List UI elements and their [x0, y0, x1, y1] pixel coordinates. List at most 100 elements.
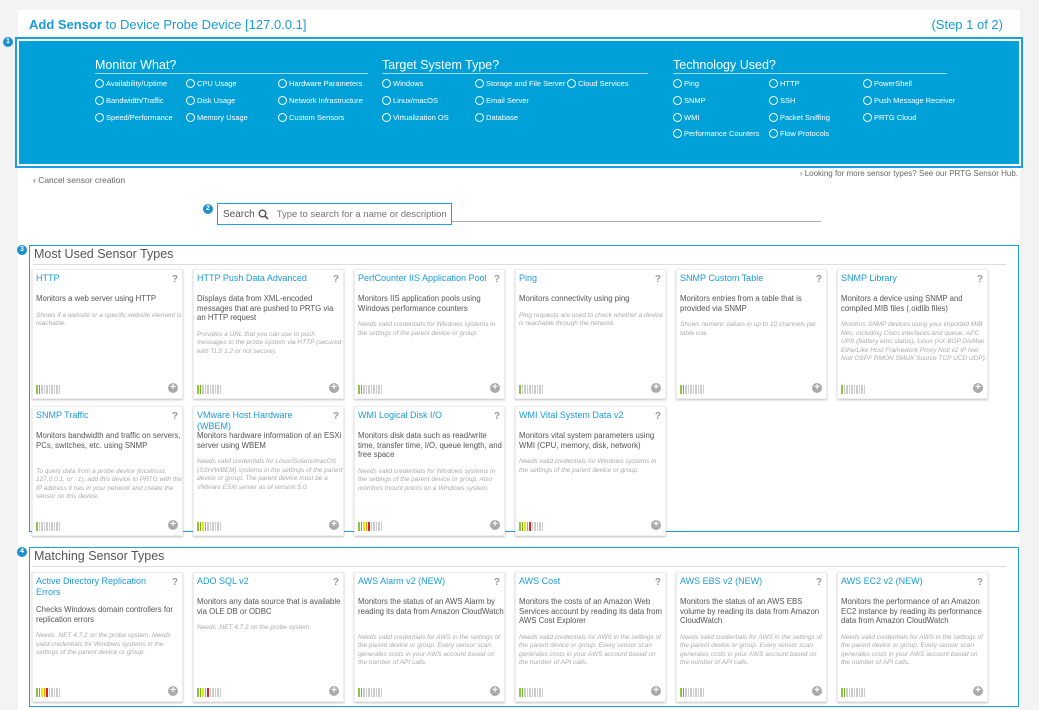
- add-sensor-icon[interactable]: +: [329, 520, 339, 530]
- sensor-card[interactable]: SNMP Custom Table? Monitors entries from …: [676, 269, 827, 399]
- radio-icon[interactable]: [95, 95, 104, 105]
- filter-option[interactable]: WMI: [673, 112, 699, 122]
- radio-icon[interactable]: [278, 112, 287, 122]
- filter-option[interactable]: Push Message Receiver: [863, 95, 955, 105]
- search-input[interactable]: [276, 208, 447, 220]
- filter-option[interactable]: Storage and File Server: [475, 79, 565, 88]
- add-sensor-icon[interactable]: +: [651, 383, 661, 393]
- add-sensor-icon[interactable]: +: [651, 520, 661, 530]
- sensor-title[interactable]: SNMP Custom Table: [680, 273, 764, 283]
- radio-icon[interactable]: [769, 79, 778, 88]
- radio-icon[interactable]: [769, 95, 778, 105]
- help-icon[interactable]: ?: [976, 274, 983, 285]
- sensor-card[interactable]: HTTP? Monitors a web server using HTTP Sho…: [32, 269, 183, 399]
- sensor-title[interactable]: AWS Cost: [519, 576, 561, 586]
- filter-option[interactable]: Cloud Services: [567, 79, 628, 88]
- radio-icon[interactable]: [95, 112, 104, 122]
- radio-icon[interactable]: [769, 112, 778, 122]
- filter-option[interactable]: Flow Protocols: [769, 129, 829, 139]
- filter-option[interactable]: SSH: [769, 95, 795, 105]
- radio-icon[interactable]: [475, 112, 484, 122]
- sensor-title[interactable]: WMI Logical Disk I/O: [358, 410, 443, 420]
- filter-option[interactable]: Bandwidth/Traffic: [95, 95, 164, 105]
- help-icon[interactable]: ?: [815, 274, 822, 285]
- filter-option[interactable]: Packet Sniffing: [769, 112, 830, 122]
- add-sensor-icon[interactable]: +: [490, 686, 500, 696]
- sensor-title[interactable]: Active Directory Replication Errors: [36, 576, 147, 597]
- help-icon[interactable]: ?: [654, 577, 661, 588]
- radio-icon[interactable]: [475, 79, 484, 88]
- filter-option[interactable]: Database: [475, 112, 518, 122]
- sensor-title[interactable]: HTTP: [36, 273, 60, 283]
- help-icon[interactable]: ?: [654, 411, 661, 422]
- radio-icon[interactable]: [382, 95, 391, 105]
- help-icon[interactable]: ?: [332, 274, 339, 285]
- radio-icon[interactable]: [186, 95, 195, 105]
- radio-icon[interactable]: [186, 112, 195, 122]
- filter-option[interactable]: SNMP: [673, 95, 706, 105]
- add-sensor-icon[interactable]: +: [490, 520, 500, 530]
- radio-icon[interactable]: [382, 79, 391, 88]
- sensor-title[interactable]: AWS Alarm v2 (NEW): [358, 576, 446, 586]
- sensor-card[interactable]: HTTP Push Data Advanced? Displays data fr…: [193, 269, 344, 399]
- filter-option[interactable]: CPU Usage: [186, 79, 237, 88]
- radio-icon[interactable]: [382, 112, 391, 122]
- radio-icon[interactable]: [673, 112, 682, 122]
- sensor-card[interactable]: Ping? Monitors connectivity using ping Pin…: [515, 269, 666, 399]
- sensor-card[interactable]: VMware Host Hardware (WBEM)? Monitors har…: [193, 406, 344, 536]
- radio-icon[interactable]: [863, 95, 872, 105]
- filter-option[interactable]: PRTG Cloud: [863, 112, 916, 122]
- filter-option[interactable]: Memory Usage: [186, 112, 248, 122]
- add-sensor-icon[interactable]: +: [812, 383, 822, 393]
- sensor-card[interactable]: AWS EC2 v2 (NEW)? Monitors the performanc…: [837, 572, 988, 702]
- radio-icon[interactable]: [186, 79, 195, 88]
- sensor-title[interactable]: AWS EBS v2 (NEW): [680, 576, 763, 586]
- radio-icon[interactable]: [567, 79, 576, 88]
- filter-option[interactable]: PowerShell: [863, 79, 912, 88]
- help-icon[interactable]: ?: [493, 577, 500, 588]
- help-icon[interactable]: ?: [332, 577, 339, 588]
- sensor-title[interactable]: SNMP Library: [841, 273, 897, 283]
- radio-icon[interactable]: [278, 79, 287, 88]
- radio-icon[interactable]: [769, 129, 778, 139]
- radio-icon[interactable]: [673, 79, 682, 88]
- sensor-card[interactable]: Active Directory Replication Errors? Chec…: [32, 572, 183, 702]
- add-sensor-icon[interactable]: +: [329, 383, 339, 393]
- sensor-title[interactable]: VMware Host Hardware (WBEM): [197, 410, 293, 431]
- filter-option[interactable]: Performance Counters: [673, 129, 759, 139]
- help-icon[interactable]: ?: [493, 411, 500, 422]
- sensor-title[interactable]: Ping: [519, 273, 538, 283]
- help-icon[interactable]: ?: [171, 411, 178, 422]
- sensor-card[interactable]: SNMP Traffic? Monitors bandwidth and traf…: [32, 406, 183, 536]
- add-sensor-icon[interactable]: +: [168, 686, 178, 696]
- radio-icon[interactable]: [673, 129, 682, 139]
- sensor-title[interactable]: ADO SQL v2: [197, 576, 249, 586]
- radio-icon[interactable]: [95, 79, 104, 88]
- help-icon[interactable]: ?: [976, 577, 983, 588]
- search-box[interactable]: Search: [217, 203, 452, 225]
- filter-option[interactable]: Custom Sensors: [278, 112, 344, 122]
- filter-option[interactable]: Availability/Uptime: [95, 79, 167, 88]
- sensor-title[interactable]: WMI Vital System Data v2: [519, 410, 624, 420]
- add-sensor-icon[interactable]: +: [651, 686, 661, 696]
- sensor-title[interactable]: AWS EC2 v2 (NEW): [841, 576, 923, 586]
- add-sensor-icon[interactable]: +: [973, 686, 983, 696]
- sensor-card[interactable]: WMI Vital System Data v2? Monitors vital …: [515, 406, 666, 536]
- sensor-card[interactable]: ADO SQL v2? Monitors any data source that…: [193, 572, 344, 702]
- help-icon[interactable]: ?: [171, 577, 178, 588]
- sensor-card[interactable]: PerfCounter IIS Application Pool? Monitor…: [354, 269, 505, 399]
- add-sensor-icon[interactable]: +: [329, 686, 339, 696]
- help-icon[interactable]: ?: [171, 274, 178, 285]
- radio-icon[interactable]: [475, 95, 484, 105]
- add-sensor-icon[interactable]: +: [812, 686, 822, 696]
- add-sensor-icon[interactable]: +: [168, 520, 178, 530]
- radio-icon[interactable]: [673, 95, 682, 105]
- filter-option[interactable]: Ping: [673, 79, 699, 88]
- sensor-card[interactable]: SNMP Library? Monitors a device using SNM…: [837, 269, 988, 399]
- filter-option[interactable]: HTTP: [769, 79, 800, 88]
- sensor-title[interactable]: HTTP Push Data Advanced: [197, 273, 307, 283]
- filter-option[interactable]: Linux/macOS: [382, 95, 438, 105]
- add-sensor-icon[interactable]: +: [168, 383, 178, 393]
- add-sensor-icon[interactable]: +: [973, 383, 983, 393]
- help-icon[interactable]: ?: [493, 274, 500, 285]
